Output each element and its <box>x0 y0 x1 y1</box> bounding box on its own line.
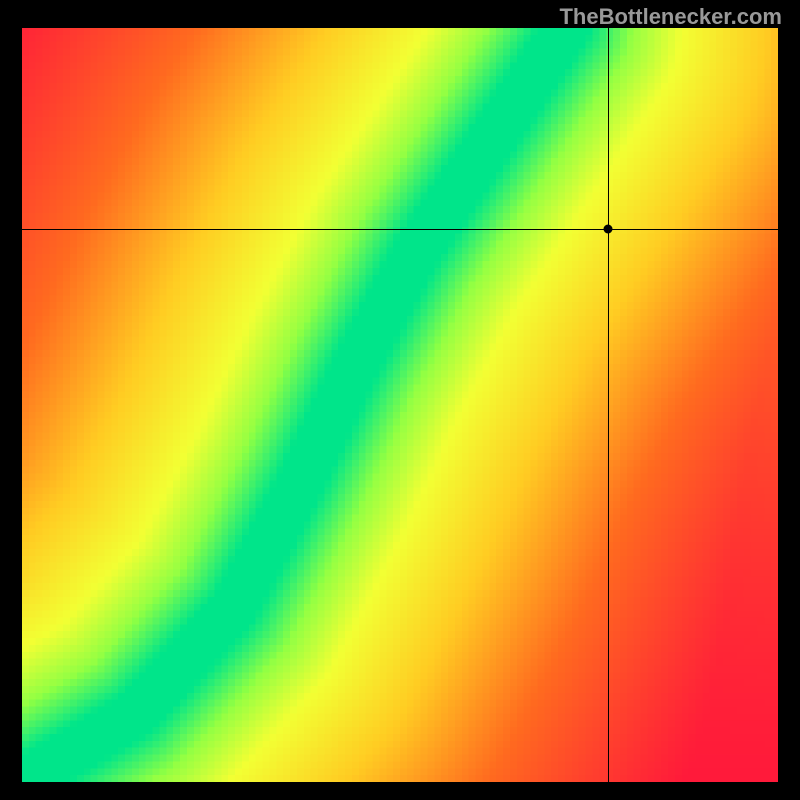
heatmap-plot <box>22 28 778 782</box>
crosshair-vertical <box>608 28 609 782</box>
heatmap-canvas <box>22 28 778 782</box>
crosshair-horizontal <box>22 229 778 230</box>
watermark-text: TheBottlenecker.com <box>559 4 782 30</box>
crosshair-marker <box>603 225 612 234</box>
